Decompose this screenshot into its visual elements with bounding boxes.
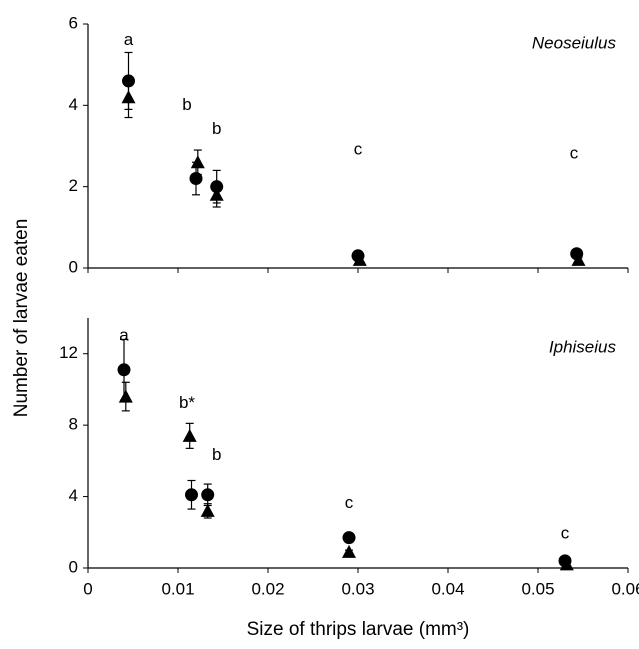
point xyxy=(189,172,203,186)
annotation: b xyxy=(212,119,221,138)
annotation: a xyxy=(119,325,129,344)
annotation: b xyxy=(212,445,221,464)
point xyxy=(352,252,367,266)
annotation: c xyxy=(345,493,354,512)
panel-label: Neoseiulus xyxy=(532,33,617,52)
annotation: b xyxy=(182,95,191,114)
point xyxy=(117,363,131,377)
x-tick-label: 0.03 xyxy=(341,579,374,598)
x-tick-label: 0.05 xyxy=(521,579,554,598)
point xyxy=(118,389,133,403)
point xyxy=(342,544,356,558)
annotation: c xyxy=(354,140,363,159)
x-tick-label: 0.01 xyxy=(161,579,194,598)
point xyxy=(571,252,586,266)
y-tick-label: 0 xyxy=(69,557,78,576)
x-axis-label: Size of thrips larvae (mm³) xyxy=(247,619,470,640)
point xyxy=(182,428,197,442)
y-axis-label: Number of larvae eaten xyxy=(11,219,32,418)
y-tick-label: 8 xyxy=(69,415,78,434)
point xyxy=(342,531,356,545)
annotation: a xyxy=(124,30,134,49)
point xyxy=(209,187,224,201)
annotation: b* xyxy=(179,393,195,412)
point xyxy=(200,503,215,517)
x-tick-label: 0.04 xyxy=(431,579,464,598)
point xyxy=(201,488,215,502)
x-tick-label: 0.02 xyxy=(251,579,284,598)
annotation: c xyxy=(570,144,579,163)
y-tick-label: 2 xyxy=(69,176,78,195)
x-tick-label: 0.06 xyxy=(611,579,639,598)
annotation: c xyxy=(561,524,570,543)
point xyxy=(190,155,205,169)
y-tick-label: 4 xyxy=(69,486,78,505)
y-tick-label: 6 xyxy=(69,13,78,32)
y-tick-label: 0 xyxy=(69,257,78,276)
y-tick-label: 4 xyxy=(69,95,78,114)
y-tick-label: 12 xyxy=(59,343,78,362)
x-tick-label: 0 xyxy=(83,579,92,598)
panel-label: Iphiseius xyxy=(549,337,617,356)
point xyxy=(559,557,574,571)
point xyxy=(121,90,136,104)
point xyxy=(185,488,198,502)
